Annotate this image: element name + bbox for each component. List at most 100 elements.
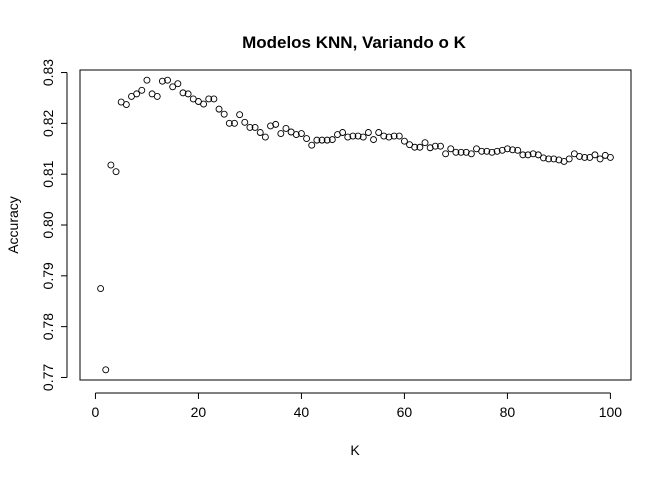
- data-point: [483, 147, 491, 155]
- data-point: [467, 150, 475, 158]
- data-point: [550, 155, 558, 163]
- data-point: [349, 132, 357, 140]
- y-axis: 0.77 0.78 0.79 0.80 0.81 0.82 0.83: [40, 59, 68, 391]
- data-point: [138, 86, 146, 94]
- data-point: [411, 143, 419, 151]
- data-point: [545, 155, 553, 163]
- x-axis: 0 20 40 60 80 100: [92, 392, 623, 420]
- data-point: [308, 141, 316, 149]
- data-point: [370, 136, 377, 144]
- data-point: [107, 161, 115, 169]
- data-point: [503, 145, 511, 153]
- data-point: [184, 90, 192, 98]
- data-point: [442, 150, 450, 158]
- data-point: [303, 135, 311, 143]
- data-point: [514, 146, 522, 154]
- data-point: [565, 155, 573, 163]
- data-point: [292, 131, 300, 138]
- data-point: [231, 119, 238, 127]
- y-tick-label: 0.80: [40, 211, 56, 238]
- plot-frame: [79, 69, 632, 381]
- data-point: [400, 137, 408, 145]
- y-tick-label: 0.78: [40, 313, 56, 340]
- data-point: [277, 130, 285, 137]
- data-point: [133, 90, 141, 98]
- data-point: [354, 132, 362, 140]
- x-tick-label: 80: [500, 404, 516, 420]
- data-point: [447, 145, 455, 153]
- data-point: [380, 132, 388, 140]
- data-point: [205, 95, 213, 103]
- data-point: [395, 132, 403, 140]
- y-tick-label: 0.82: [40, 110, 56, 137]
- data-point: [431, 142, 439, 150]
- data-point: [344, 133, 352, 141]
- data-point: [153, 92, 161, 100]
- data-point: [390, 132, 398, 140]
- data-point: [421, 139, 429, 147]
- data-point: [596, 155, 604, 163]
- data-point: [272, 120, 280, 128]
- data-point: [267, 122, 274, 130]
- data-point: [359, 133, 367, 141]
- data-point: [174, 80, 182, 88]
- data-point: [318, 136, 326, 144]
- data-point: [524, 151, 532, 159]
- data-point: [256, 129, 264, 136]
- y-tick-label: 0.79: [40, 262, 56, 289]
- data-point: [122, 101, 130, 109]
- data-point: [313, 136, 321, 144]
- x-tick-label: 20: [191, 404, 207, 420]
- data-point: [452, 148, 460, 156]
- data-point: [179, 89, 187, 97]
- data-point: [478, 147, 486, 155]
- data-point: [426, 144, 434, 152]
- data-point: [581, 153, 589, 161]
- data-point: [519, 151, 527, 159]
- data-point: [339, 129, 347, 136]
- data-point: [158, 77, 166, 85]
- data-point: [97, 285, 105, 292]
- x-tick-label: 40: [294, 404, 310, 420]
- data-point: [236, 111, 244, 119]
- data-point: [457, 148, 465, 156]
- data-point: [215, 105, 223, 113]
- x-axis-label: K: [350, 442, 360, 458]
- data-point: [210, 95, 218, 103]
- data-point: [555, 156, 563, 164]
- data-point: [462, 148, 470, 156]
- x-tick-label: 0: [92, 404, 100, 420]
- data-point: [241, 118, 249, 126]
- data-point: [540, 154, 547, 162]
- data-point: [437, 142, 444, 150]
- y-tick-label: 0.83: [40, 59, 56, 86]
- data-point: [112, 168, 120, 176]
- data-point: [529, 150, 537, 158]
- data-point: [246, 123, 254, 131]
- data-point: [493, 147, 501, 155]
- data-point: [591, 151, 599, 159]
- data-point: [576, 152, 583, 160]
- data-point: [375, 129, 383, 136]
- data-point: [323, 136, 331, 144]
- data-point: [102, 366, 110, 374]
- y-tick-label: 0.81: [40, 160, 56, 187]
- data-point: [282, 124, 290, 132]
- y-axis-label: Accuracy: [5, 196, 21, 254]
- chart-title: Modelos KNN, Variando o K: [242, 33, 467, 52]
- data-point: [225, 119, 233, 127]
- data-point: [251, 123, 259, 131]
- data-point: [534, 151, 542, 159]
- y-tick-label: 0.77: [40, 364, 56, 391]
- data-point: [169, 83, 177, 91]
- data-point: [416, 143, 424, 151]
- data-point: [606, 153, 614, 161]
- data-point: [297, 130, 305, 137]
- data-point: [328, 136, 336, 144]
- data-point: [164, 76, 171, 84]
- x-tick-label: 60: [397, 404, 413, 420]
- x-tick-label: 100: [599, 404, 623, 420]
- data-point: [143, 76, 151, 84]
- data-point: [385, 133, 393, 141]
